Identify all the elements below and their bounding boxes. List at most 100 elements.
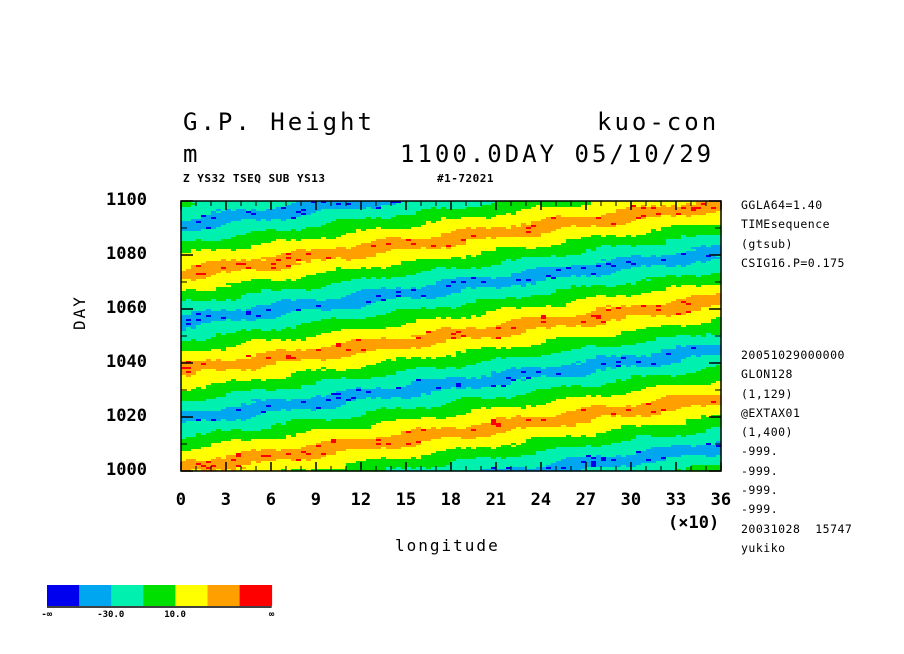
heatmap-cell xyxy=(441,207,447,210)
heatmap-cell xyxy=(501,225,507,228)
heatmap-cell xyxy=(361,233,367,236)
heatmap-cell xyxy=(226,207,232,210)
heatmap-cell xyxy=(711,225,717,228)
heatmap-cell xyxy=(321,201,327,204)
heatmap-cell xyxy=(626,201,632,204)
heatmap-cell xyxy=(596,227,602,230)
heatmap-cell xyxy=(281,201,287,204)
heatmap-cell xyxy=(596,231,602,234)
heatmap-cell xyxy=(376,201,382,204)
heatmap-cell xyxy=(586,237,592,240)
heatmap-cell xyxy=(236,207,242,210)
heatmap-cell xyxy=(596,217,602,220)
heatmap-cell xyxy=(661,215,667,218)
heatmap-cell xyxy=(426,239,432,242)
heatmap-cell xyxy=(446,227,452,230)
heatmap-cell xyxy=(366,257,372,260)
heatmap-cell xyxy=(546,251,552,254)
heatmap-cell xyxy=(456,205,462,208)
heatmap-cell xyxy=(386,205,392,208)
heatmap-cell xyxy=(316,223,322,226)
heatmap-cell xyxy=(636,243,642,246)
heatmap-cell xyxy=(346,245,352,248)
heatmap-cell xyxy=(641,209,647,212)
heatmap-cell xyxy=(546,213,552,216)
heatmap-cell xyxy=(631,213,637,216)
heatmap-cell xyxy=(691,221,697,224)
heatmap-cell xyxy=(306,215,312,218)
heatmap-cell xyxy=(456,227,462,230)
heatmap-cell xyxy=(261,249,267,252)
heatmap-cell xyxy=(216,247,222,250)
heatmap-cell xyxy=(421,213,427,216)
heatmap-cell xyxy=(276,213,282,216)
heatmap-cell xyxy=(516,205,522,208)
heatmap-cell xyxy=(386,235,392,238)
heatmap-cell xyxy=(486,255,492,258)
heatmap-cell xyxy=(506,243,512,246)
heatmap-cell xyxy=(461,241,467,244)
heatmap-cell xyxy=(491,205,497,208)
heatmap-cell xyxy=(506,209,512,212)
heatmap-cell xyxy=(296,249,302,252)
heatmap-cell xyxy=(311,247,317,250)
heatmap-cell xyxy=(426,219,432,222)
heatmap-cell xyxy=(616,251,622,254)
heatmap-cell xyxy=(636,241,642,244)
heatmap-cell xyxy=(446,201,452,204)
heatmap-cell xyxy=(446,243,452,246)
heatmap-cell xyxy=(581,211,587,214)
heatmap-cell xyxy=(566,247,572,250)
heatmap-cell xyxy=(641,201,647,204)
heatmap-cell xyxy=(236,253,242,256)
heatmap-cell xyxy=(261,223,267,226)
heatmap-cell xyxy=(491,235,497,238)
heatmap-cell xyxy=(361,213,367,216)
heatmap-cell xyxy=(696,203,702,206)
heatmap-cell xyxy=(656,233,662,236)
heatmap-cell xyxy=(501,237,507,240)
heatmap-cell xyxy=(311,227,317,230)
heatmap-cell xyxy=(551,203,557,206)
heatmap-cell xyxy=(576,203,582,206)
heatmap-cell xyxy=(241,207,247,210)
heatmap-cell xyxy=(691,251,697,254)
heatmap-cell xyxy=(466,217,472,220)
heatmap-cell xyxy=(326,223,332,226)
heatmap-cell xyxy=(526,235,532,238)
heatmap-cell xyxy=(551,245,557,248)
heatmap-cell xyxy=(591,221,597,224)
heatmap-cell xyxy=(486,221,492,224)
heatmap-cell xyxy=(506,237,512,240)
heatmap-cell xyxy=(496,205,502,208)
heatmap-cell xyxy=(616,207,622,210)
heatmap-cell xyxy=(271,229,277,232)
heatmap-cell xyxy=(406,213,412,216)
heatmap-cell xyxy=(566,243,572,246)
heatmap-cell xyxy=(196,223,202,226)
heatmap-cell xyxy=(426,231,432,234)
heatmap-cell xyxy=(341,249,347,252)
heatmap-cell xyxy=(306,211,312,214)
heatmap-cell xyxy=(581,209,587,212)
heatmap-cell xyxy=(291,217,297,220)
heatmap-cell xyxy=(406,243,412,246)
heatmap-cell xyxy=(226,231,232,234)
heatmap-cell xyxy=(341,243,347,246)
heatmap-cell xyxy=(686,229,692,232)
heatmap-cell xyxy=(581,239,587,242)
heatmap-cell xyxy=(301,247,307,250)
heatmap-cell xyxy=(251,229,257,232)
heatmap-cell xyxy=(216,207,222,210)
heatmap-cell xyxy=(326,237,332,240)
heatmap-cell xyxy=(336,257,342,260)
heatmap-cell xyxy=(531,205,537,208)
heatmap-cell xyxy=(646,219,652,222)
heatmap-cell xyxy=(416,229,422,232)
heatmap-cell xyxy=(226,257,232,260)
heatmap-cell xyxy=(456,237,462,240)
heatmap-cell xyxy=(491,229,497,232)
heatmap-cell xyxy=(326,217,332,220)
heatmap-cell xyxy=(641,245,647,248)
heatmap-cell xyxy=(436,207,442,210)
